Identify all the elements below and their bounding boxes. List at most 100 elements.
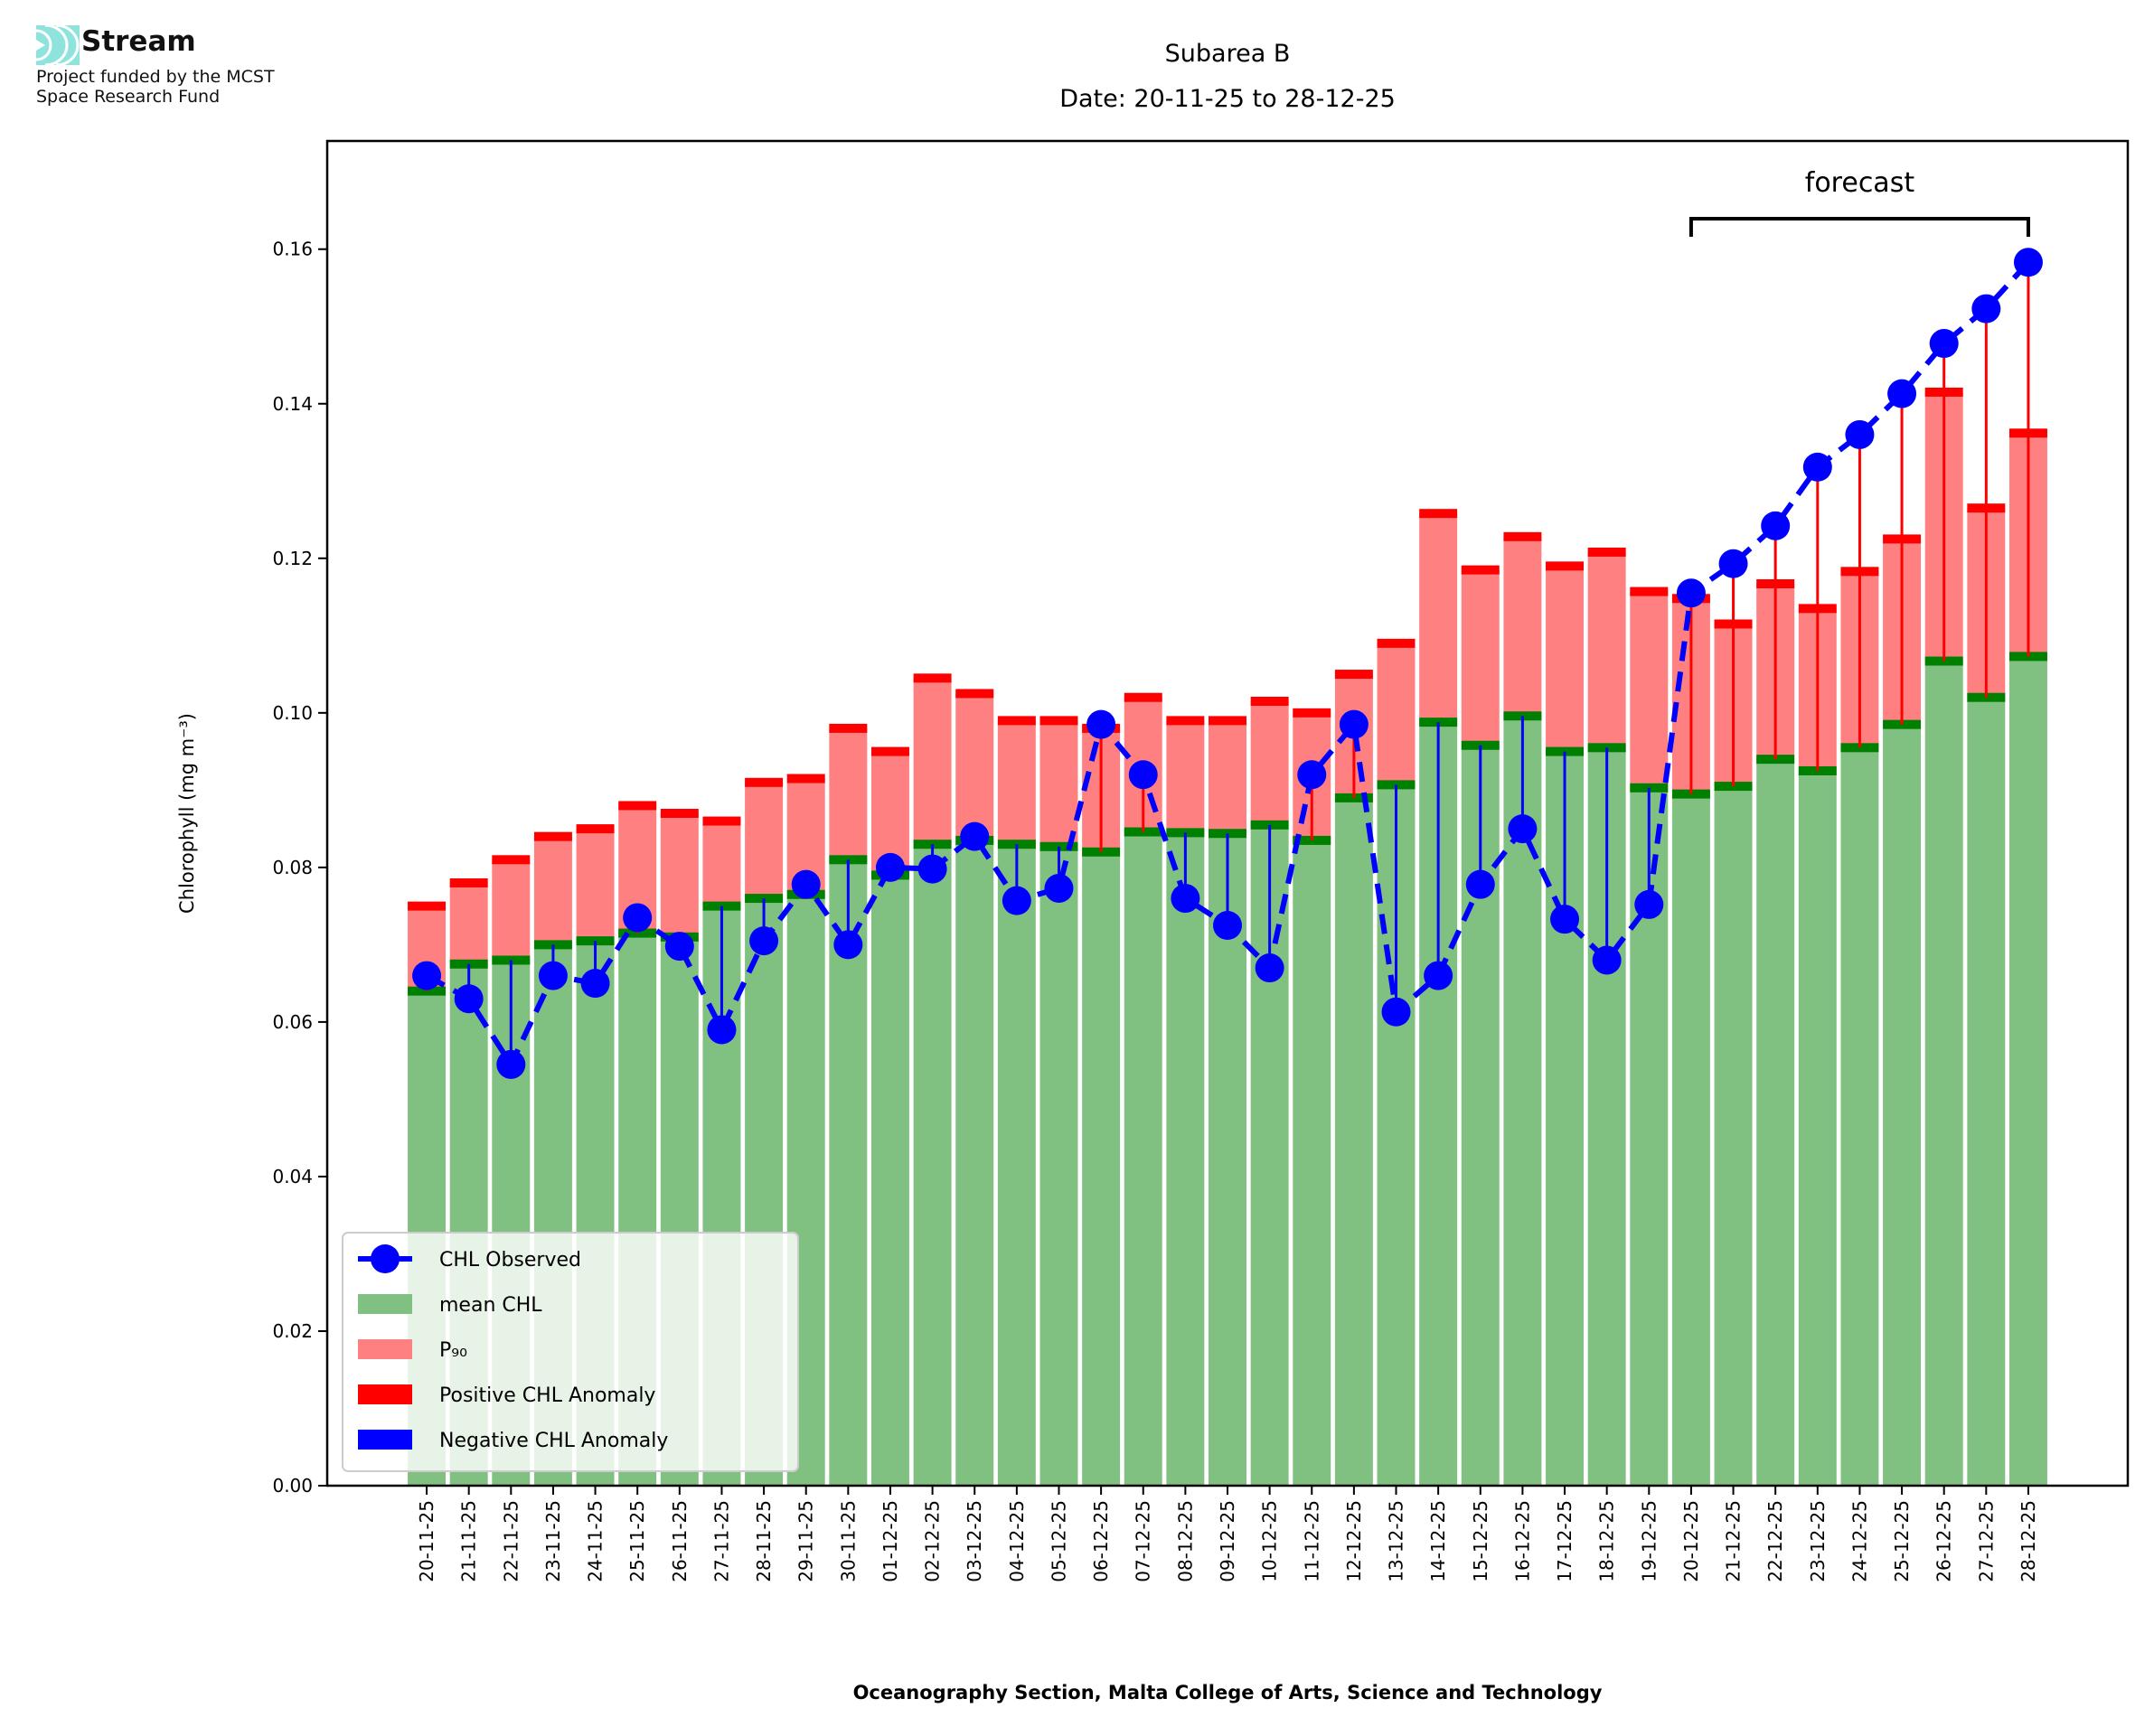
p90-marker — [870, 746, 909, 756]
observed-point — [1634, 889, 1664, 919]
x-tick-label: 28-12-25 — [2018, 1500, 2039, 1582]
mean-bar — [829, 859, 868, 1486]
x-tick-label: 26-11-25 — [669, 1500, 691, 1582]
legend-label: Positive CHL Anomaly — [439, 1384, 655, 1407]
x-tick-label: 23-11-25 — [542, 1500, 564, 1582]
observed-point — [1845, 419, 1875, 449]
y-tick-label: 0.10 — [272, 702, 313, 724]
p90-bar — [913, 678, 952, 845]
legend-observed-marker-icon — [371, 1244, 400, 1273]
observed-point — [707, 1015, 737, 1045]
legend-box — [342, 1232, 799, 1472]
x-tick-label: 27-11-25 — [710, 1500, 732, 1582]
x-tick-label: 30-11-25 — [837, 1500, 859, 1582]
p90-marker — [702, 816, 741, 826]
p90-marker — [829, 723, 868, 733]
observed-point — [496, 1049, 526, 1079]
legend: CHL Observed mean CHL P₉₀ Positive CHL Anom… — [342, 1232, 799, 1472]
p90-marker — [576, 824, 615, 834]
observed-point — [960, 821, 990, 851]
observed-point — [1339, 709, 1369, 739]
legend-swatch-icon — [358, 1294, 412, 1314]
x-tick-label: 09-12-25 — [1217, 1500, 1238, 1582]
observed-point — [1086, 709, 1116, 739]
observed-point — [2013, 248, 2043, 277]
mean-bar — [1924, 661, 1963, 1486]
observed-point — [1002, 886, 1031, 915]
x-tick-label: 11-12-25 — [1301, 1500, 1322, 1582]
mean-bar — [1883, 724, 1922, 1486]
forecast-annotation: forecast — [1688, 167, 2030, 237]
stream-logo-icon — [35, 23, 80, 67]
p90-bar — [492, 859, 531, 961]
p90-marker — [408, 901, 447, 911]
chart-subtitle: Date: 20-11-25 to 28-12-25 — [1059, 85, 1396, 113]
observed-point — [1381, 997, 1411, 1027]
p90-marker — [1503, 531, 1542, 541]
y-tick-label: 0.12 — [272, 548, 313, 569]
logo-name: Stream — [81, 25, 196, 58]
x-tick-label: 02-12-25 — [922, 1500, 944, 1582]
observed-point — [1128, 760, 1158, 790]
mean-bar — [1124, 831, 1162, 1486]
observed-point — [623, 903, 653, 933]
observed-point — [1424, 961, 1453, 990]
mean-bar — [913, 844, 952, 1486]
mean-bar — [1503, 716, 1542, 1486]
legend-swatch-icon — [358, 1384, 412, 1404]
observed-point — [454, 984, 484, 1014]
mean-bar — [870, 875, 909, 1486]
legend-label: mean CHL — [439, 1294, 542, 1317]
observed-point — [538, 961, 568, 990]
p90-marker — [1419, 509, 1458, 519]
p90-bar — [1630, 591, 1669, 788]
observed-point — [1761, 511, 1791, 540]
p90-marker — [1250, 697, 1289, 706]
observed-point — [875, 852, 905, 882]
y-tick-label: 0.08 — [272, 857, 313, 878]
p90-marker — [997, 716, 1036, 726]
observed-point — [791, 869, 821, 899]
plot-area — [408, 248, 2047, 1486]
observed-point — [1592, 945, 1622, 975]
x-axis: 20-11-25 21-11-25 22-11-25 23-11-25 24-11-25… — [416, 1486, 2039, 1582]
legend-label: P₉₀ — [439, 1339, 467, 1362]
logo-subtitle-2: Space Research Fund — [36, 87, 221, 107]
p90-bar — [1250, 701, 1289, 825]
forecast-label: forecast — [1805, 167, 1915, 199]
observed-point — [412, 961, 442, 990]
p90-marker — [1293, 708, 1331, 718]
x-tick-label: 01-12-25 — [879, 1500, 901, 1582]
p90-bar — [1546, 566, 1585, 752]
x-tick-label: 23-12-25 — [1807, 1500, 1829, 1582]
observed-point — [1802, 452, 1832, 482]
observed-point — [1676, 578, 1706, 608]
x-axis-label: Oceanography Section, Malta College of A… — [853, 1682, 1603, 1703]
x-tick-label: 20-11-25 — [416, 1500, 437, 1582]
observed-point — [1213, 911, 1242, 940]
y-tick-label: 0.16 — [272, 239, 313, 260]
mean-bar — [1209, 833, 1246, 1486]
x-tick-label: 12-12-25 — [1343, 1500, 1365, 1582]
observed-point — [1255, 953, 1284, 983]
p90-bar — [955, 693, 994, 840]
mean-bar — [1039, 846, 1078, 1486]
observed-point — [580, 969, 610, 999]
chart-title: Subarea B — [1165, 40, 1291, 68]
observed-point — [1550, 905, 1580, 934]
x-tick-label: 25-11-25 — [626, 1500, 648, 1582]
mean-bar — [1756, 759, 1795, 1486]
x-tick-label: 26-12-25 — [1933, 1500, 1955, 1582]
p90-bar — [1166, 720, 1205, 833]
p90-bar — [576, 829, 615, 942]
p90-bar — [1209, 720, 1246, 834]
observed-point — [664, 932, 694, 962]
p90-bar — [449, 882, 488, 964]
observed-point — [1508, 814, 1538, 844]
x-tick-label: 18-12-25 — [1596, 1500, 1618, 1582]
mean-bar — [2008, 656, 2047, 1486]
mean-bar — [1082, 851, 1121, 1486]
observed-point — [917, 854, 947, 884]
mean-bar — [997, 844, 1036, 1486]
